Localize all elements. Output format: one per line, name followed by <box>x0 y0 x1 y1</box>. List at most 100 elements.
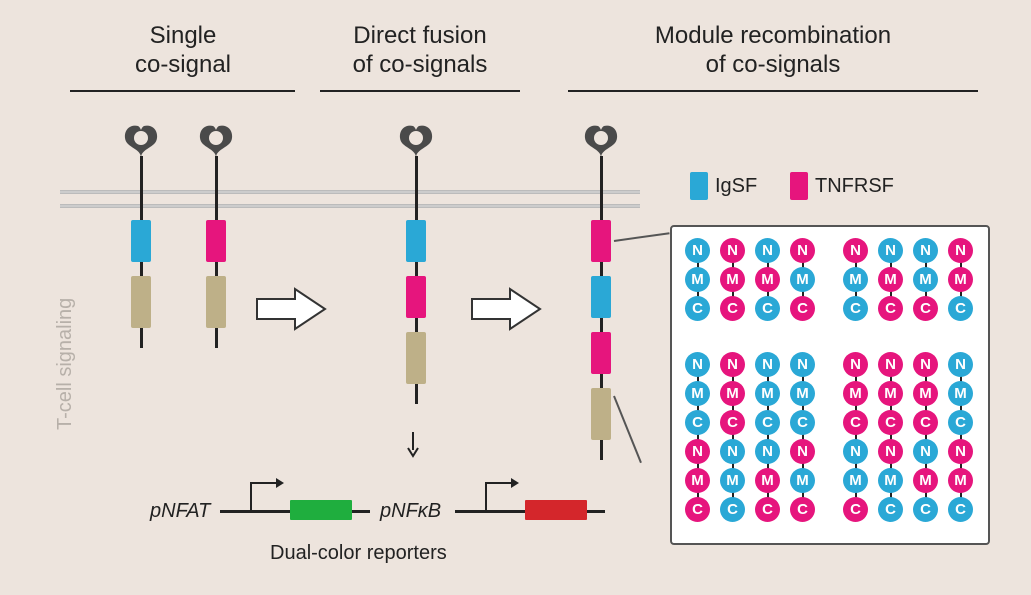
module-node: C <box>790 410 815 435</box>
module-node: M <box>685 468 710 493</box>
domain-tnfrsf <box>591 332 611 374</box>
module-node: C <box>948 296 973 321</box>
module-column: NMCNMC <box>840 352 871 526</box>
module-node: M <box>755 381 780 406</box>
domain-igsf <box>131 220 151 262</box>
module-node: C <box>878 410 903 435</box>
legend-tnfrsf-label: TNFRSF <box>815 175 894 198</box>
title-fusion: Direct fusionof co-signals <box>320 22 520 80</box>
legend-igsf-swatch <box>690 172 708 200</box>
module-node: M <box>843 267 868 292</box>
module-node: N <box>878 439 903 464</box>
module-node: M <box>790 468 815 493</box>
domain-tnfrsf <box>591 220 611 262</box>
domain-igsf <box>591 276 611 318</box>
module-column: NMCNMC <box>682 352 713 526</box>
legend-igsf-label: IgSF <box>715 175 757 198</box>
module-node: N <box>790 238 815 263</box>
module-node: N <box>843 238 868 263</box>
arrow-down-icon <box>405 430 421 463</box>
module-node: M <box>913 468 938 493</box>
module-node: M <box>843 381 868 406</box>
module-node: M <box>685 381 710 406</box>
module-node: M <box>720 267 745 292</box>
module-node: N <box>948 439 973 464</box>
module-node: C <box>913 497 938 522</box>
module-node: N <box>720 439 745 464</box>
module-node: N <box>790 439 815 464</box>
module-node: C <box>720 410 745 435</box>
module-node: M <box>948 468 973 493</box>
module-node: C <box>790 296 815 321</box>
receptor-recomb <box>590 120 636 470</box>
module-node: C <box>790 497 815 522</box>
domain-tan <box>206 276 226 328</box>
module-column: NMCNMC <box>717 352 748 526</box>
gene-pnfat: pNFAT <box>220 470 380 530</box>
title-recomb: Module recombinationof co-signals <box>568 22 978 80</box>
domain-tnfrsf <box>406 276 426 318</box>
module-node: C <box>878 497 903 522</box>
module-node: M <box>755 267 780 292</box>
module-node: M <box>720 468 745 493</box>
module-node: M <box>878 267 903 292</box>
module-node: C <box>878 296 903 321</box>
module-node: M <box>913 381 938 406</box>
title-single: Singleco-signal <box>88 22 278 80</box>
module-column: NMC <box>752 238 783 325</box>
module-node: C <box>755 497 780 522</box>
module-column: NMC <box>787 238 818 325</box>
module-column: NMCNMC <box>787 352 818 526</box>
domain-tnfrsf <box>206 220 226 262</box>
domain-tan <box>131 276 151 328</box>
receptor-single2 <box>205 120 251 470</box>
module-column: NMCNMC <box>910 352 941 526</box>
module-node: N <box>755 439 780 464</box>
module-column: NMC <box>875 238 906 325</box>
module-node: M <box>913 267 938 292</box>
module-node: C <box>913 296 938 321</box>
yaxis-label: T-cell signaling <box>54 298 77 430</box>
module-node: N <box>755 352 780 377</box>
module-node: M <box>790 381 815 406</box>
module-node: C <box>843 410 868 435</box>
module-node: C <box>685 296 710 321</box>
module-column: NMC <box>910 238 941 325</box>
module-node: N <box>843 352 868 377</box>
module-node: N <box>755 238 780 263</box>
gene-pnfkb-label: pNFκB <box>380 500 441 523</box>
module-node: C <box>843 497 868 522</box>
module-node: N <box>948 238 973 263</box>
module-node: M <box>790 267 815 292</box>
module-node: N <box>685 439 710 464</box>
module-node: M <box>843 468 868 493</box>
module-node: N <box>843 439 868 464</box>
module-node: C <box>913 410 938 435</box>
gene-pnfkb: pNFκB <box>455 470 615 530</box>
domain-tan <box>406 332 426 384</box>
module-column: NMCNMC <box>752 352 783 526</box>
gene-pnfat-label: pNFAT <box>150 500 210 523</box>
dual-reporters-label: Dual-color reporters <box>270 542 447 565</box>
module-column: NMC <box>717 238 748 325</box>
module-node: M <box>948 267 973 292</box>
module-node: N <box>948 352 973 377</box>
module-node: C <box>685 497 710 522</box>
module-node: M <box>755 468 780 493</box>
module-node: N <box>685 238 710 263</box>
module-node: N <box>720 238 745 263</box>
module-node: M <box>948 381 973 406</box>
module-node: N <box>913 352 938 377</box>
module-node: N <box>720 352 745 377</box>
figure: Singleco-signal Direct fusionof co-signa… <box>0 0 1031 595</box>
module-column: NMCNMC <box>875 352 906 526</box>
domain-tan <box>591 388 611 440</box>
module-column: NMC <box>682 238 713 325</box>
module-node: N <box>913 238 938 263</box>
module-column: NMCNMC <box>945 352 976 526</box>
module-node: C <box>948 410 973 435</box>
receptor-single1 <box>130 120 176 470</box>
legend-tnfrsf-swatch <box>790 172 808 200</box>
module-node: C <box>755 410 780 435</box>
arrow-fusion-to-recomb <box>470 285 545 333</box>
